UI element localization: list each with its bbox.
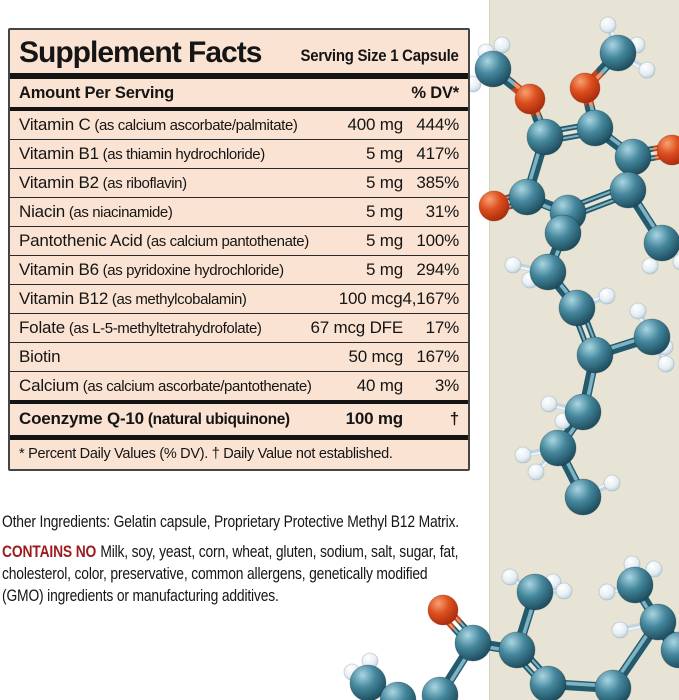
nutrient-source: (natural ubiquinone) xyxy=(143,411,290,428)
nutrient-amount: 100 mg xyxy=(345,409,404,428)
nutrient-source: (as thiamin hydrochloride) xyxy=(98,146,266,163)
nutrient-dv: 17% xyxy=(425,318,460,337)
column-header-row: Amount Per Serving % DV* xyxy=(10,79,468,111)
other-ingredients: Other Ingredients: Gelatin capsule, Prop… xyxy=(2,513,459,531)
nutrient-source: (as pyridoxine hydrochloride) xyxy=(98,262,284,279)
nutrient-dv: 4,167% xyxy=(402,289,460,308)
nutrient-name: Calcium xyxy=(19,376,80,395)
nutrient-source: (as riboflavin) xyxy=(98,175,187,192)
nutrient-row: Vitamin C (as calcium ascorbate/palmitat… xyxy=(10,111,468,139)
nutrient-amount: 50 mcg xyxy=(348,347,403,366)
nutrient-row: Vitamin B6 (as pyridoxine hydrochloride)… xyxy=(10,255,468,284)
serving-size: Serving Size 1 Capsule xyxy=(301,46,459,65)
nutrient-dv: 100% xyxy=(416,231,459,250)
contains-no-statement: CONTAINS NO Milk, soy, yeast, corn, wheat… xyxy=(2,541,472,607)
nutrient-dv: 417% xyxy=(416,144,459,163)
nutrient-name: Coenzyme Q-10 xyxy=(19,409,144,428)
nutrient-name: Vitamin B2 xyxy=(19,173,99,192)
nutrient-amount: 5 mg xyxy=(366,231,403,250)
nutrient-amount: 100 mcg xyxy=(338,289,403,308)
nutrient-row: Folate (as L-5-methyltetrahydrofolate) 6… xyxy=(10,313,468,342)
nutrient-row: Calcium (as calcium ascorbate/pantothena… xyxy=(10,371,468,400)
nutrient-dv: 294% xyxy=(416,260,459,279)
nutrient-source: (as calcium ascorbate/pantothenate) xyxy=(79,378,312,395)
amount-per-serving-header: Amount Per Serving xyxy=(19,84,175,102)
nutrient-row: Pantothenic Acid (as calcium pantothenat… xyxy=(10,226,468,255)
nutrient-amount: 400 mg xyxy=(347,115,403,134)
supplement-facts-header: Supplement Facts Serving Size 1 Capsule xyxy=(10,35,468,79)
nutrient-row: Vitamin B12 (as methylcobalamin) 100 mcg… xyxy=(10,284,468,313)
nutrient-source: (as niacinamide) xyxy=(65,204,173,221)
nutrient-row: Vitamin B2 (as riboflavin) 5 mg 385% xyxy=(10,168,468,197)
coq10-row: Coenzyme Q-10 (natural ubiquinone) 100 m… xyxy=(10,400,468,440)
nutrient-amount: 5 mg xyxy=(366,202,403,221)
nutrient-dv: 3% xyxy=(434,376,459,395)
nutrient-amount: 5 mg xyxy=(366,260,403,279)
nutrient-dv: 31% xyxy=(425,202,460,221)
contains-no-label: CONTAINS NO xyxy=(2,543,97,561)
nutrient-dv: 444% xyxy=(416,115,459,134)
dv-footnote: * Percent Daily Values (% DV). † Daily V… xyxy=(19,446,393,462)
supplement-facts-panel: Supplement Facts Serving Size 1 Capsule … xyxy=(8,28,470,471)
nutrient-amount: 5 mg xyxy=(366,144,403,163)
nutrient-dv: 167% xyxy=(416,347,459,366)
nutrient-dv: † xyxy=(449,409,459,428)
nutrient-name: Vitamin B1 xyxy=(19,144,99,163)
contains-no-text: Milk, soy, yeast, corn, wheat, gluten, s… xyxy=(2,543,459,605)
background-panel xyxy=(489,0,679,700)
nutrient-row: Niacin (as niacinamide) 5 mg 31% xyxy=(10,197,468,226)
nutrient-source: (as methylcobalamin) xyxy=(108,291,247,308)
supplement-facts-title: Supplement Facts xyxy=(19,36,262,69)
nutrient-name: Vitamin C xyxy=(19,115,91,134)
percent-dv-header: % DV* xyxy=(411,84,459,102)
nutrient-name: Folate xyxy=(19,318,66,337)
nutrient-source: (as L-5-methyltetrahydrofolate) xyxy=(65,320,262,337)
nutrient-name: Biotin xyxy=(19,347,61,366)
nutrient-source: (as calcium ascorbate/palmitate) xyxy=(90,117,298,134)
nutrient-name: Niacin xyxy=(19,202,66,221)
nutrient-name: Vitamin B12 xyxy=(19,289,109,308)
nutrient-amount: 67 mcg DFE xyxy=(310,318,404,337)
nutrient-amount: 40 mg xyxy=(356,376,403,395)
nutrient-row: Vitamin B1 (as thiamin hydrochloride) 5 … xyxy=(10,139,468,168)
nutrient-row: Biotin 50 mcg 167% xyxy=(10,342,468,371)
nutrient-name: Pantothenic Acid xyxy=(19,231,143,250)
nutrient-name: Vitamin B6 xyxy=(19,260,99,279)
nutrient-source: (as calcium pantothenate) xyxy=(142,233,309,250)
nutrient-dv: 385% xyxy=(416,173,459,192)
nutrient-amount: 5 mg xyxy=(366,173,403,192)
nutrient-rows: Vitamin C (as calcium ascorbate/palmitat… xyxy=(10,111,468,400)
